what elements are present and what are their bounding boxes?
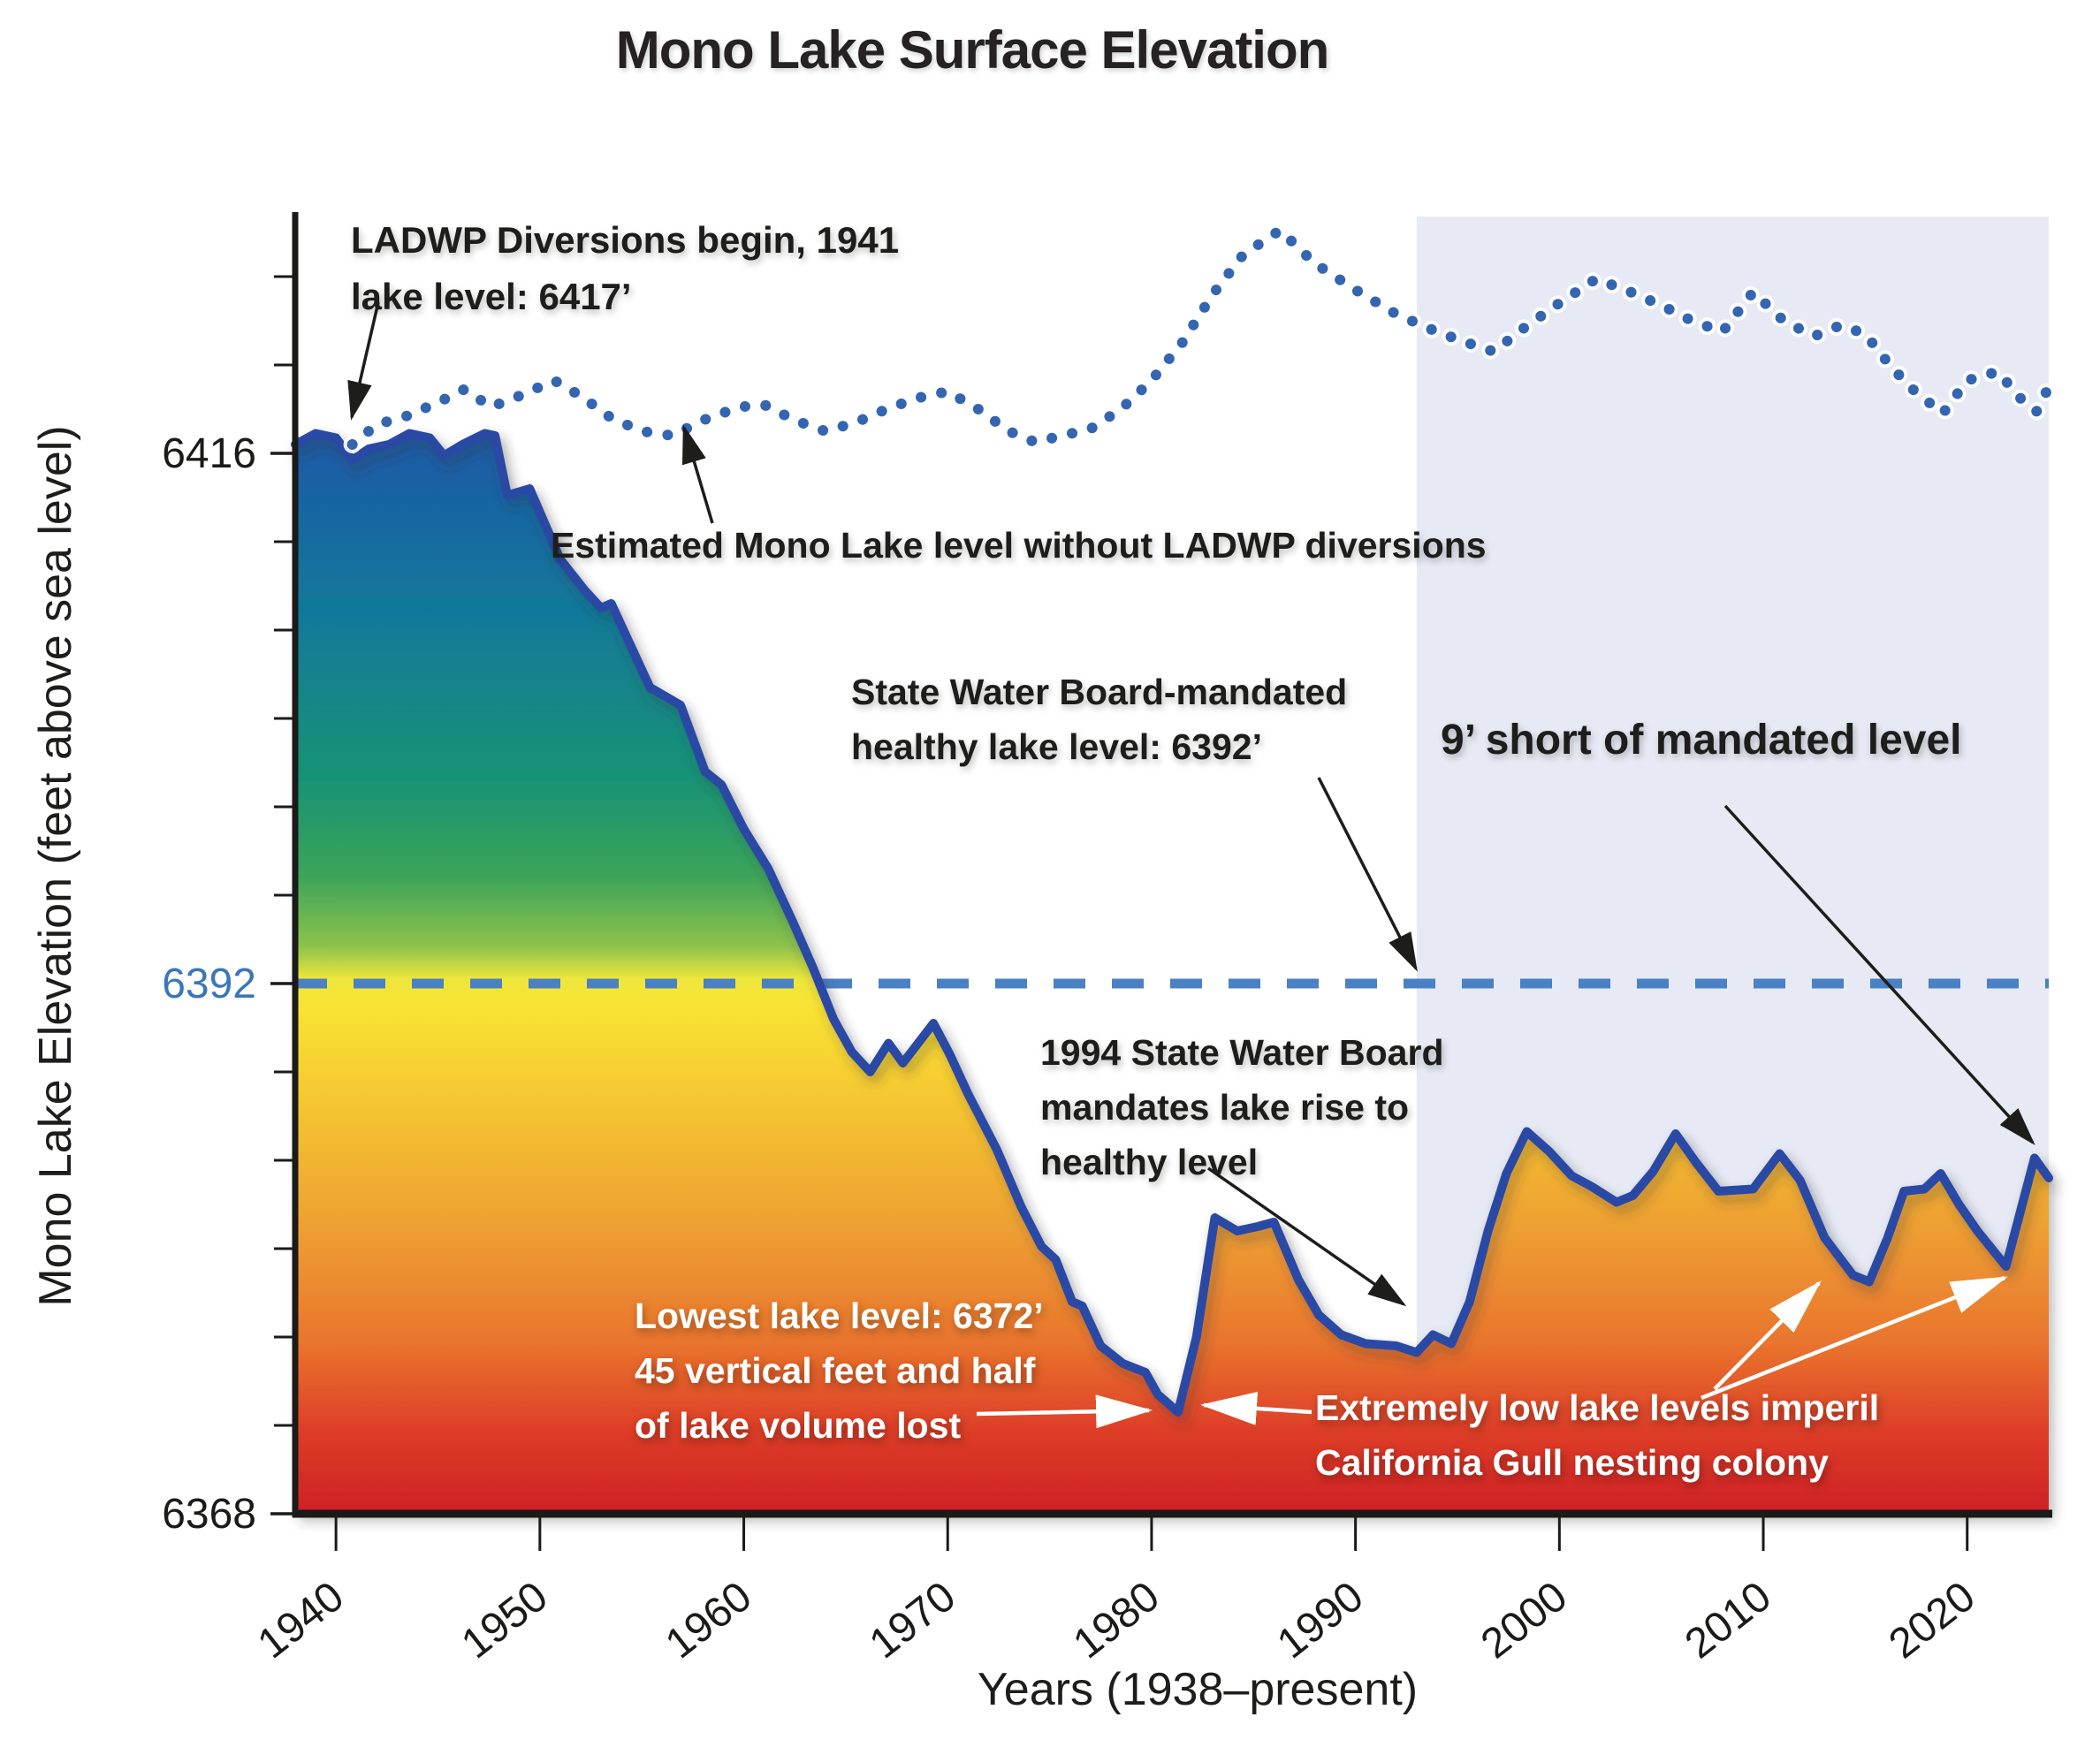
annotation-arrow-white xyxy=(1200,1391,1312,1425)
x-tick-label-1980: 1980 xyxy=(1065,1573,1168,1668)
estimated-level-dotted-line xyxy=(346,223,2054,450)
x-tick-label-1970: 1970 xyxy=(861,1573,964,1668)
annotation-lowest-level: Lowest lake level: 6372’ 45 vertical fee… xyxy=(635,1295,1044,1446)
lake-level-curve xyxy=(291,429,2053,1417)
y-tick-label-6368: 6368 xyxy=(162,1491,256,1538)
annotation-arrow-white xyxy=(1701,1275,2008,1401)
x-tick-label-1990: 1990 xyxy=(1269,1573,1373,1668)
x-tick-label-1950: 1950 xyxy=(453,1573,557,1668)
annotation-mandated-level: State Water Board-mandated healthy lake … xyxy=(851,672,1348,767)
x-tick-label-2010: 2010 xyxy=(1677,1573,1780,1668)
annotation-1994-decision: 1994 State Water Board mandates lake ris… xyxy=(1040,1032,1444,1182)
x-tick-label-2000: 2000 xyxy=(1472,1573,1576,1668)
annotation-arrow-black xyxy=(1206,1166,1407,1307)
annotation-arrow-white xyxy=(1713,1280,1822,1391)
lake-level-area xyxy=(295,433,2049,1514)
chart-title: Mono Lake Surface Elevation xyxy=(615,20,1330,80)
annotation-estimated-level: Estimated Mono Lake level without LADWP … xyxy=(551,525,1487,566)
x-axis-title: Years (1938–present) xyxy=(977,1664,1419,1715)
annotation-arrow-black xyxy=(681,424,714,524)
y-tick-label-6416: 6416 xyxy=(162,430,256,477)
annotation-ladwp-diversions: LADWP Diversions begin, 1941 lake level:… xyxy=(351,219,900,317)
y-axis-title: Mono Lake Elevation (feet above sea leve… xyxy=(30,425,81,1307)
annotation-gull-colony: Extremely low lake levels imperil Califo… xyxy=(1315,1387,1880,1483)
annotation-arrow-black xyxy=(347,301,380,421)
annotation-arrow-black xyxy=(1723,804,2035,1145)
annotation-arrow-white xyxy=(976,1394,1153,1429)
x-tick-label-1940: 1940 xyxy=(249,1573,353,1668)
annotation-arrow-black xyxy=(1317,777,1418,972)
x-tick-label-2020: 2020 xyxy=(1881,1573,1984,1668)
annotation-nine-feet-short: 9’ short of mandated level xyxy=(1441,717,1962,764)
y-tick-label-6392: 6392 xyxy=(162,961,256,1007)
x-tick-label-1960: 1960 xyxy=(658,1573,761,1668)
